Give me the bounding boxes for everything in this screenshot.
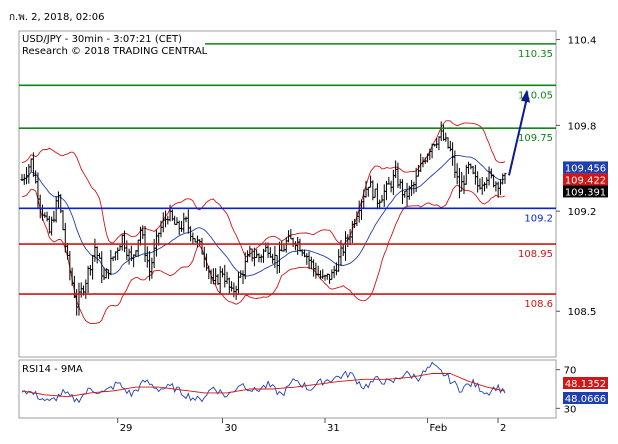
rsi-value-flag-label: 48.1352 bbox=[565, 379, 606, 390]
price-axis-tick-label: 110.4 bbox=[568, 36, 597, 47]
level-label: 109.75 bbox=[518, 133, 553, 144]
rsi-panel-frame bbox=[18, 359, 557, 419]
time-axis-tick-label: 29 bbox=[120, 423, 133, 434]
forecast-arrow-shaft bbox=[508, 97, 528, 176]
timestamp: ก.พ. 2, 2018, 02:06 bbox=[9, 12, 105, 23]
price-flag-label: 109.391 bbox=[565, 187, 606, 198]
rsi-axis-tick-label: 30 bbox=[564, 404, 577, 415]
price-flag-label: 109.456 bbox=[565, 163, 606, 174]
time-axis: 29 30 31 Feb 2 bbox=[117, 418, 506, 434]
price-axis-tick-label: 109.8 bbox=[568, 121, 597, 132]
time-axis-tick-label: 30 bbox=[224, 423, 237, 434]
rsi-title: RSI14 - 9MA bbox=[22, 364, 83, 375]
time-axis-tick-label: 2 bbox=[500, 423, 506, 434]
price-flag bbox=[563, 161, 608, 174]
time-axis-tick-label: 31 bbox=[327, 423, 340, 434]
forecast-arrow-head bbox=[521, 89, 530, 103]
forecast-arrow bbox=[508, 89, 530, 176]
price-panel: 110.35 110.05 109.75 109.2 108.95 108.6 USD/J… bbox=[18, 30, 557, 358]
price-axis: 110.4 109.8 109.2 108.5 109.456109.422109.39… bbox=[556, 36, 608, 318]
level-label: 108.95 bbox=[518, 249, 553, 260]
price-flag-label: 109.422 bbox=[565, 175, 606, 186]
candlestick-series[interactable] bbox=[20, 121, 507, 316]
support-resistance-levels: 110.35 110.05 109.75 109.2 108.95 108.6 bbox=[19, 43, 556, 310]
rsi-series-line bbox=[21, 361, 506, 404]
rsi-value-flag bbox=[563, 392, 608, 404]
level-label: 110.35 bbox=[518, 49, 553, 60]
price-flag bbox=[563, 185, 608, 198]
rsi-panel: RSI14 - 9MA bbox=[18, 359, 557, 419]
chart-subtitle: Research © 2018 TRADING CENTRAL bbox=[22, 46, 208, 57]
price-axis-tick-label: 109.2 bbox=[568, 207, 597, 218]
rsi-axis-tick-label: 70 bbox=[564, 366, 577, 377]
rsi-series-line bbox=[21, 373, 506, 398]
moving-average-line bbox=[21, 154, 506, 277]
price-flag bbox=[563, 173, 608, 186]
price-panel-frame bbox=[18, 30, 557, 358]
rsi-lines bbox=[21, 361, 506, 404]
bollinger-bands bbox=[21, 120, 506, 324]
rsi-value-flag bbox=[563, 377, 608, 389]
rsi-axis: 70 30 48.1352 48.0666 bbox=[556, 366, 608, 415]
time-axis-tick-label: Feb bbox=[430, 423, 448, 434]
level-label: 109.2 bbox=[524, 213, 553, 224]
lower-band-line bbox=[21, 184, 506, 324]
level-label: 108.6 bbox=[524, 299, 553, 310]
level-label: 110.05 bbox=[518, 90, 553, 101]
rsi-value-flag-label: 48.0666 bbox=[565, 394, 606, 405]
timestamp-bar: ก.พ. 2, 2018, 02:06 bbox=[0, 0, 618, 30]
chart-title: USD/JPY - 30min - 3:07:21 (CET) bbox=[22, 34, 182, 45]
price-axis-tick-label: 108.5 bbox=[568, 307, 597, 318]
upper-band-line bbox=[21, 120, 506, 258]
